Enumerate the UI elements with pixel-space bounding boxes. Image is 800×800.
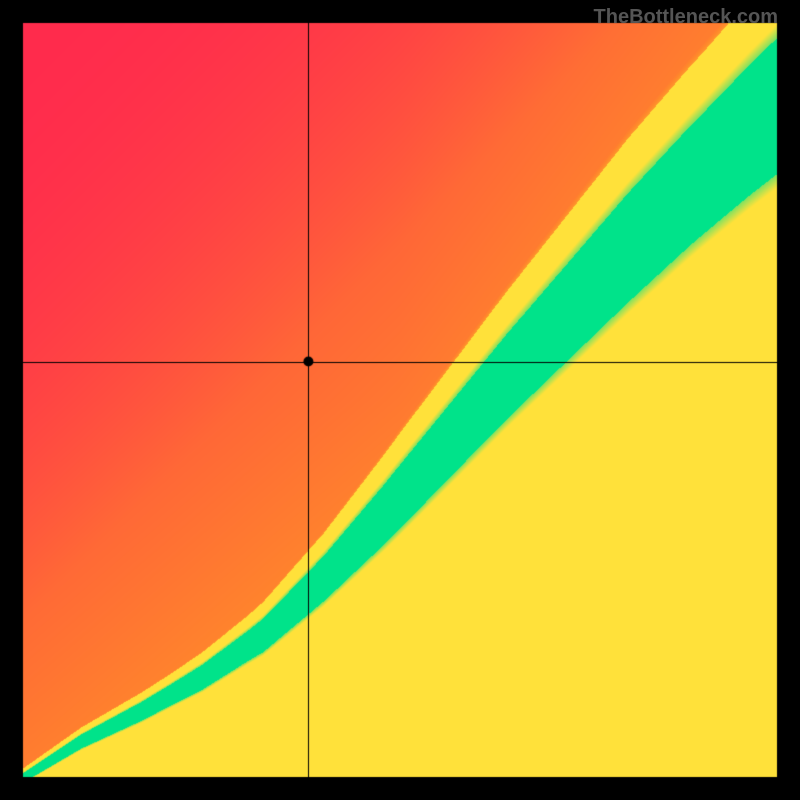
watermark-label: TheBottleneck.com [594, 6, 778, 29]
chart-container: TheBottleneck.com [0, 0, 800, 800]
heatmap-canvas [0, 0, 800, 800]
